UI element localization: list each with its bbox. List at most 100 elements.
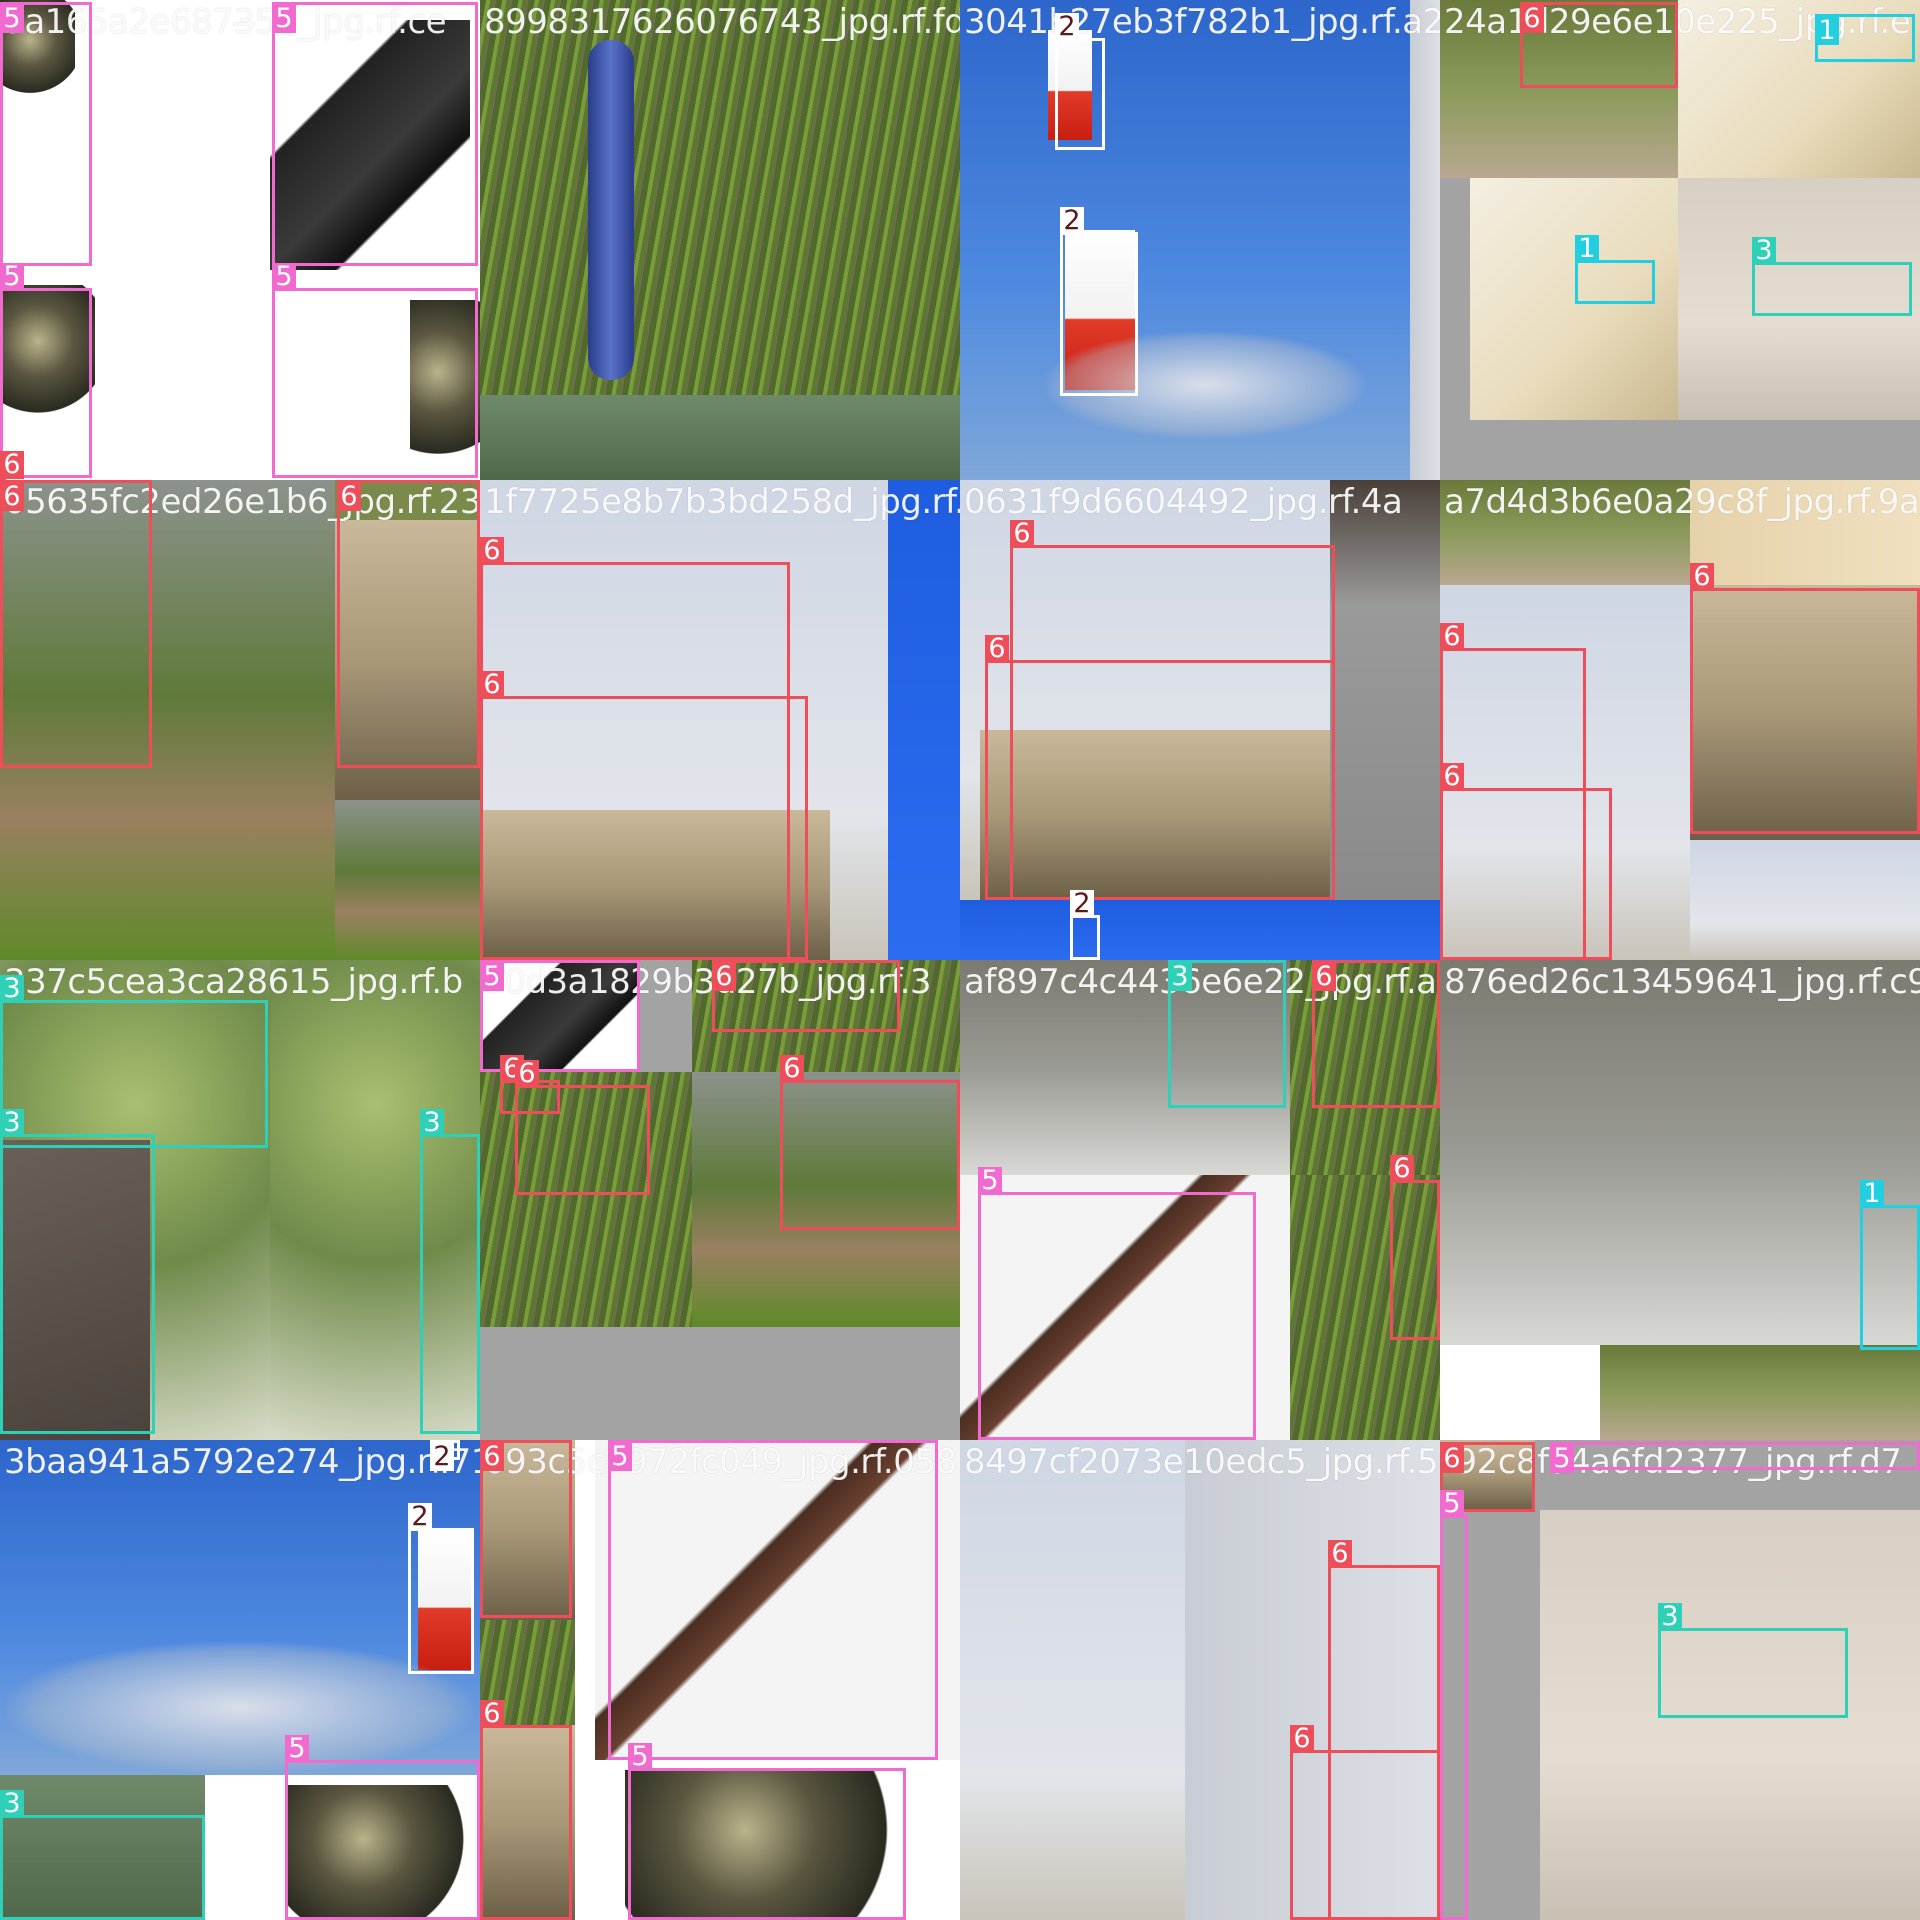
photo-region-grass — [1290, 1175, 1440, 1440]
bounding-box-class-3: 3 — [1658, 1603, 1848, 1718]
photo-region-side — [1410, 0, 1440, 480]
photo-region-trees — [270, 960, 480, 1440]
photo-region-tank — [980, 730, 1330, 900]
photo-region-tank — [1690, 585, 1920, 840]
bounding-box-class-6: 6 — [780, 1055, 960, 1230]
bounding-box-class-6: 6 — [1312, 960, 1440, 1108]
class-label: 3 — [0, 975, 24, 1003]
bounding-box-class-2: 2 — [430, 1440, 460, 1471]
class-label: 5 — [272, 5, 296, 33]
bounding-box-class-6: 6 — [1690, 563, 1920, 834]
mosaic-tile: a7d4d3b6e0a29c8f_jpg.rf.9a 6 6 6 — [1440, 480, 1920, 960]
tile-filename: 093c5c4972fc049_jpg.rf.058 — [484, 1442, 957, 1482]
mosaic-tile: 876ed26c13459641_jpg.rf.c9 1 — [1440, 960, 1920, 1440]
bounding-box-class-6: 6 — [985, 635, 1335, 900]
class-label: 6 — [0, 451, 24, 479]
tile-filename: 8998317626076743_jpg.rf.fdc — [484, 2, 960, 42]
mosaic-tile: 093c5c4972fc049_jpg.rf.058 6 6 5 5 — [480, 1440, 960, 1920]
photo-region-blue — [960, 900, 1440, 960]
photo-region-rock — [0, 1140, 150, 1440]
bounding-box-class-1: 1 — [1860, 1180, 1920, 1350]
photo-region-person — [1330, 480, 1440, 900]
photo-region-smoke — [0, 1640, 480, 1775]
tile-filename: aa165a2e6873̶54_jpg.rf.ce — [4, 2, 447, 42]
class-label: 6 — [1010, 520, 1034, 548]
mosaic-tile: aa165a2e6873̶54_jpg.rf.ce 5 5 5 5 6 — [0, 0, 480, 480]
class-label: 6 — [480, 1700, 504, 1728]
class-label: 3 — [0, 1109, 24, 1137]
mosaic-tile: 337c5cea3ca28615_jpg.rf.b 3 3 3 — [0, 960, 480, 1440]
class-label: 1 — [1575, 235, 1599, 263]
photo-region-outdoor — [1440, 0, 1678, 178]
class-label: 5 — [1440, 1490, 1464, 1518]
bounding-box-class-2: 2 — [1055, 13, 1105, 150]
photo-region-sculpture — [0, 285, 95, 425]
bounding-box-class-6: 6 — [1390, 1155, 1440, 1340]
mosaic-tile: a0d3a1829b3d27b_jpg.rf.3 5 6 6 6 6 — [480, 960, 960, 1440]
class-label: 3 — [1658, 1603, 1682, 1631]
photo-region-wood — [1690, 480, 1920, 585]
photo-region-grass — [480, 0, 960, 395]
class-label: 5 — [272, 263, 296, 291]
photo-region-pines — [0, 1775, 205, 1920]
class-label: 6 — [480, 1443, 504, 1471]
photo-region-rocket — [418, 1530, 472, 1670]
tile-filename: f92c8fa4a6fd2377_jpg.rf.d7 — [1444, 1442, 1902, 1482]
photo-region-cheese — [1470, 178, 1678, 420]
class-label: 6 — [337, 483, 361, 511]
class-label: 2 — [408, 1503, 432, 1531]
tile-filename: a0d3a1829b3d27b_jpg.rf.3 — [484, 962, 932, 1002]
class-label: 6 — [480, 671, 504, 699]
bounding-box-class-6: 6 — [480, 1700, 572, 1920]
photo-region-sword — [960, 1175, 1290, 1440]
photo-region-field — [692, 1072, 960, 1327]
mosaic-tile: 8497cf2073e10edc5_jpg.rf.5 6 6 — [960, 1440, 1440, 1920]
bounding-box-class-6: 6 — [337, 480, 480, 768]
class-label: 6 — [1312, 963, 1336, 991]
photo-region-grass — [692, 960, 960, 1072]
photo-region-sculpture — [285, 1785, 480, 1920]
class-label: 1 — [1860, 1180, 1884, 1208]
tile-filename: 05635fc2ed26e1b6_jpg.rf.23 — [4, 482, 480, 522]
tile-filename: a7d4d3b6e0a29c8f_jpg.rf.9a — [1444, 482, 1920, 522]
class-label: 5 — [285, 1735, 309, 1763]
tile-filename: af897c4c4436e6e22_jpg.rf.af — [964, 962, 1440, 1002]
class-label: 6 — [1520, 5, 1544, 33]
bounding-box-class-2: 2 — [408, 1503, 474, 1674]
class-label: 2 — [430, 1443, 454, 1471]
photo-region-pines — [480, 395, 960, 480]
class-label: 3 — [1752, 237, 1776, 265]
photo-region-tank — [335, 520, 480, 800]
tile-filename: 3041b27eb3f782b1_jpg.rf.a24 — [964, 2, 1440, 42]
mosaic-tile: 3041b27eb3f782b1_jpg.rf.a24 2 2 — [960, 0, 1440, 480]
class-label: 5 — [978, 1167, 1002, 1195]
mosaic-tile: af897c4c4436e6e22_jpg.rf.af 3 6 5 6 — [960, 960, 1440, 1440]
bounding-box-class-6: 6 — [480, 671, 808, 960]
bounding-box-class-6: 6 — [0, 451, 24, 480]
bounding-box-class-3: 3 — [0, 975, 268, 1148]
class-label: 3 — [420, 1109, 444, 1137]
bounding-box-class-5: 5 — [480, 960, 640, 1072]
class-label: 2 — [1060, 207, 1084, 235]
mosaic-tile: 05635fc2ed26e1b6_jpg.rf.23 6 6 — [0, 480, 480, 960]
photo-region-sculpture — [625, 1770, 925, 1920]
class-label: 5 — [1550, 1445, 1574, 1473]
tile-filename: 337c5cea3ca28615_jpg.rf.b — [4, 962, 463, 1002]
bounding-box-class-6: 6 — [480, 1440, 572, 1618]
bounding-box-class-3: 3 — [0, 1790, 205, 1920]
bounding-box-class-5: 5 — [0, 2, 92, 266]
bounding-box-class-5: 5 — [272, 2, 478, 266]
class-label: 5 — [480, 963, 504, 991]
mosaic-tile: 0631f9d6604492_jpg.rf.4a 6 6 2 — [960, 480, 1440, 960]
photo-region-blue — [888, 480, 960, 960]
mosaic-tile: 8998317626076743_jpg.rf.fdc — [480, 0, 960, 480]
bounding-box-class-5: 5 — [628, 1743, 906, 1920]
class-label: 3 — [0, 1790, 24, 1818]
bounding-box-class-5: 5 — [608, 1440, 938, 1760]
photo-region-haze — [1440, 585, 1690, 960]
class-label: 6 — [1390, 1155, 1414, 1183]
class-label: 5 — [0, 263, 24, 291]
class-label: 6 — [515, 1060, 539, 1088]
tile-filename: 1f7725e8b7b3bd258d_jpg.rf.ba — [484, 482, 960, 522]
bounding-box-class-6: 6 — [1440, 1442, 1535, 1512]
